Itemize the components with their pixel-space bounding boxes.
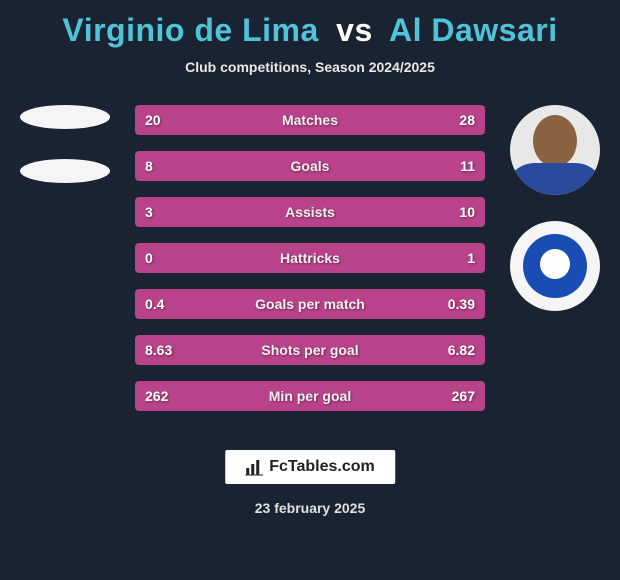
stat-label: Shots per goal — [195, 342, 425, 358]
stat-value-left: 0 — [145, 250, 195, 266]
stat-label: Goals per match — [195, 296, 425, 312]
chart-icon — [245, 458, 263, 476]
stat-value-right: 267 — [425, 388, 475, 404]
stat-value-right: 28 — [425, 112, 475, 128]
vs-text: vs — [336, 12, 373, 48]
right-images — [510, 105, 600, 311]
player1-name: Virginio de Lima — [62, 12, 318, 48]
comparison-title: Virginio de Lima vs Al Dawsari — [0, 0, 620, 49]
stat-label: Min per goal — [195, 388, 425, 404]
stat-value-right: 0.39 — [425, 296, 475, 312]
stat-label: Goals — [195, 158, 425, 174]
stat-value-right: 10 — [425, 204, 475, 220]
left-images — [20, 105, 110, 183]
stat-rows: 20 Matches 28 8 Goals 11 3 Assists 10 0 … — [135, 105, 485, 427]
stat-label: Assists — [195, 204, 425, 220]
player1-club-placeholder — [20, 159, 110, 183]
player2-club-badge — [510, 221, 600, 311]
stat-value-left: 8 — [145, 158, 195, 174]
snapshot-date: 23 february 2025 — [0, 500, 620, 516]
player1-photo-placeholder — [20, 105, 110, 129]
player2-photo — [510, 105, 600, 195]
player2-name: Al Dawsari — [389, 12, 558, 48]
stat-row: 0 Hattricks 1 — [135, 243, 485, 273]
stat-value-left: 3 — [145, 204, 195, 220]
stat-label: Hattricks — [195, 250, 425, 266]
stat-row: 3 Assists 10 — [135, 197, 485, 227]
stat-row: 8 Goals 11 — [135, 151, 485, 181]
stat-value-left: 8.63 — [145, 342, 195, 358]
stat-row: 8.63 Shots per goal 6.82 — [135, 335, 485, 365]
brand-text: FcTables.com — [269, 458, 375, 476]
stat-row: 262 Min per goal 267 — [135, 381, 485, 411]
stat-value-left: 262 — [145, 388, 195, 404]
stat-value-right: 1 — [425, 250, 475, 266]
brand-logo: FcTables.com — [225, 450, 395, 484]
stat-value-right: 11 — [425, 158, 475, 174]
comparison-content: 20 Matches 28 8 Goals 11 3 Assists 10 0 … — [0, 105, 620, 445]
stat-value-right: 6.82 — [425, 342, 475, 358]
stat-label: Matches — [195, 112, 425, 128]
stat-value-left: 0.4 — [145, 296, 195, 312]
stat-row: 20 Matches 28 — [135, 105, 485, 135]
stat-row: 0.4 Goals per match 0.39 — [135, 289, 485, 319]
stat-value-left: 20 — [145, 112, 195, 128]
season-subtitle: Club competitions, Season 2024/2025 — [0, 59, 620, 75]
